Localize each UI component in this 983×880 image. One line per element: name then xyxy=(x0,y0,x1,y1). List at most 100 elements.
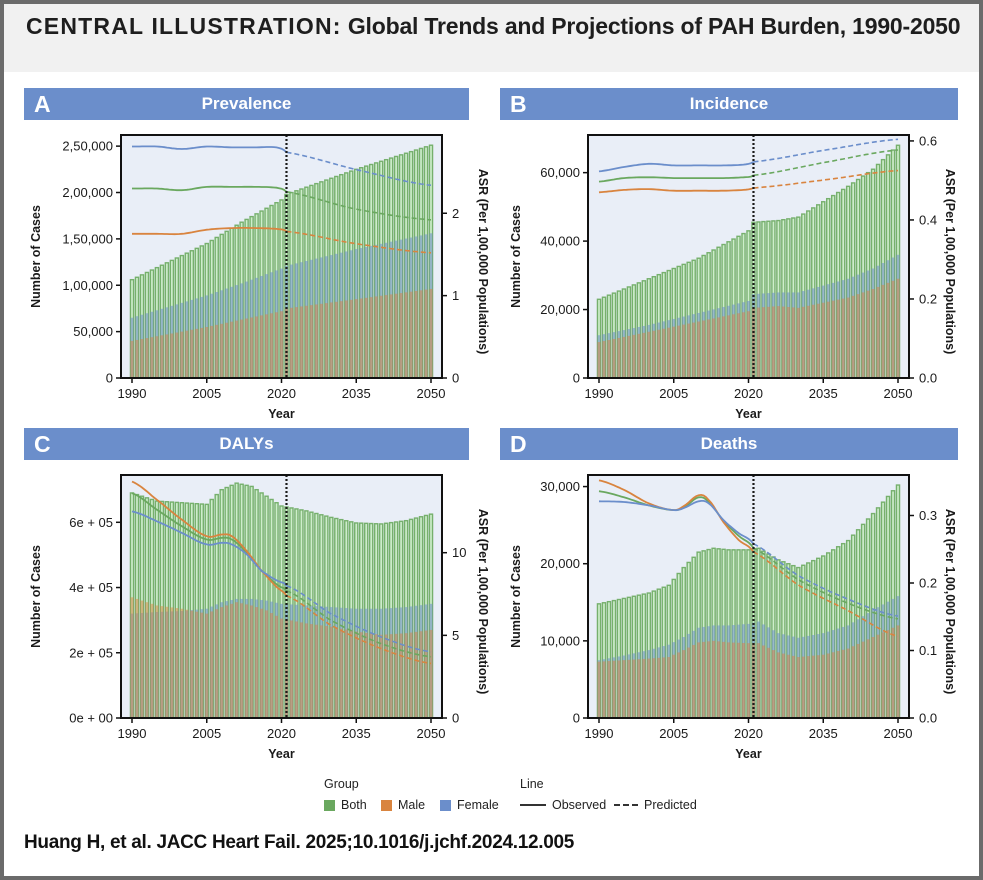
bar-male xyxy=(200,327,204,378)
bar-male xyxy=(349,299,353,378)
bar-male xyxy=(727,642,731,718)
bar-male xyxy=(612,338,616,378)
bar-male xyxy=(145,602,149,718)
bar-male xyxy=(140,339,144,378)
bar-male xyxy=(424,289,428,378)
bar-male xyxy=(414,631,418,718)
bar-male xyxy=(846,648,850,718)
bar-male xyxy=(677,652,681,718)
panel-letter: D xyxy=(510,431,527,457)
bar-male xyxy=(314,624,318,718)
bar-male xyxy=(722,316,726,378)
bar-male xyxy=(255,316,259,378)
y2-tick-label: 5 xyxy=(452,628,459,643)
bar-male xyxy=(250,605,254,718)
asr-line-observed-male xyxy=(132,227,287,236)
asr-line-observed-female xyxy=(132,145,288,153)
bar-male xyxy=(130,597,134,718)
x-tick-label: 2005 xyxy=(192,726,221,741)
bar-male xyxy=(672,654,676,718)
bar-male xyxy=(260,315,264,378)
bar-male xyxy=(637,659,641,718)
bar-male xyxy=(776,306,780,378)
bar-male xyxy=(140,600,144,718)
bar-male xyxy=(245,318,249,378)
legend: Group Line Both Male Female Observed Pre… xyxy=(324,774,744,822)
bar-male xyxy=(597,342,601,378)
bar-male xyxy=(339,301,343,378)
x-tick-label: 2035 xyxy=(809,386,838,401)
bar-male xyxy=(761,645,765,718)
y-axis-title: Number of Cases xyxy=(29,205,43,308)
bar-male xyxy=(732,314,736,378)
panel-letter: A xyxy=(34,91,51,117)
bar-male xyxy=(294,307,298,378)
bar-male xyxy=(289,307,294,378)
bar-male xyxy=(210,611,214,718)
bar-male xyxy=(394,633,398,718)
bar-male xyxy=(170,607,174,718)
bar-male xyxy=(230,603,234,718)
bar-male xyxy=(692,322,696,378)
y2-tick-label: 2 xyxy=(452,206,459,221)
bar-male xyxy=(299,622,303,718)
bar-male xyxy=(379,295,383,378)
bar-male xyxy=(672,326,676,378)
panel-header: D Deaths xyxy=(500,428,958,460)
bar-male xyxy=(717,317,721,378)
y2-tick-label: 0 xyxy=(452,711,459,726)
asr-line-predicted-female xyxy=(753,543,899,617)
bar-male xyxy=(741,312,746,378)
bar-male xyxy=(220,607,224,718)
bar-male xyxy=(692,644,696,718)
bar-male xyxy=(876,634,880,718)
bar-male xyxy=(369,633,373,718)
bar-male xyxy=(299,306,303,378)
bar-male xyxy=(225,322,229,378)
x-axis-title: Year xyxy=(735,407,762,421)
legend-dashed-line xyxy=(614,804,638,806)
bar-male xyxy=(712,318,716,378)
bar-male xyxy=(374,634,378,718)
panel-b: B Incidence 0 20,000 40,000 60,000 0.0 0.2 0.4… xyxy=(500,88,970,428)
legend-item-predicted: Predicted xyxy=(614,798,697,812)
citation: Huang H, et al. JACC Heart Fail. 2025;10… xyxy=(24,832,575,853)
bar-male xyxy=(235,602,239,718)
bar-male xyxy=(364,632,368,718)
bar-male xyxy=(866,290,870,378)
asr-line-observed-male xyxy=(598,187,754,194)
legend-item-male: Male xyxy=(381,798,425,812)
legend-label-male: Male xyxy=(398,798,426,812)
bar-male xyxy=(602,341,606,378)
bar-male xyxy=(274,312,279,378)
bar-male xyxy=(667,657,671,718)
panel-title: Prevalence xyxy=(201,94,292,113)
bar-male xyxy=(255,607,259,718)
bar-male xyxy=(404,292,408,378)
x-tick-label: 1990 xyxy=(118,726,147,741)
bar-male xyxy=(150,603,154,718)
bar-male xyxy=(190,329,194,378)
bar-male xyxy=(210,325,214,378)
panel-d: D Deaths 0 10,000 20,000 30,000 0.0 0.1 0.2 0.3… xyxy=(500,428,970,768)
x-tick-label: 2050 xyxy=(417,386,446,401)
y2-tick-label: 0.6 xyxy=(919,133,937,148)
bar-male xyxy=(607,340,611,378)
bar-male xyxy=(617,337,621,378)
bar-male xyxy=(896,278,900,378)
bar-male xyxy=(896,625,900,718)
panel-header: B Incidence xyxy=(500,88,958,120)
x-tick-label: 2035 xyxy=(342,726,371,741)
bar-male xyxy=(304,623,308,718)
bar-male xyxy=(429,288,433,378)
bar-male xyxy=(841,649,845,718)
bar-male xyxy=(771,650,775,718)
bar-male xyxy=(329,626,333,718)
bar-male xyxy=(861,292,865,378)
bar-male xyxy=(309,305,313,378)
bar-male xyxy=(369,297,373,378)
bar-male xyxy=(821,302,825,378)
bar-male xyxy=(816,655,820,718)
bar-male xyxy=(642,658,646,718)
bar-male xyxy=(881,632,885,718)
